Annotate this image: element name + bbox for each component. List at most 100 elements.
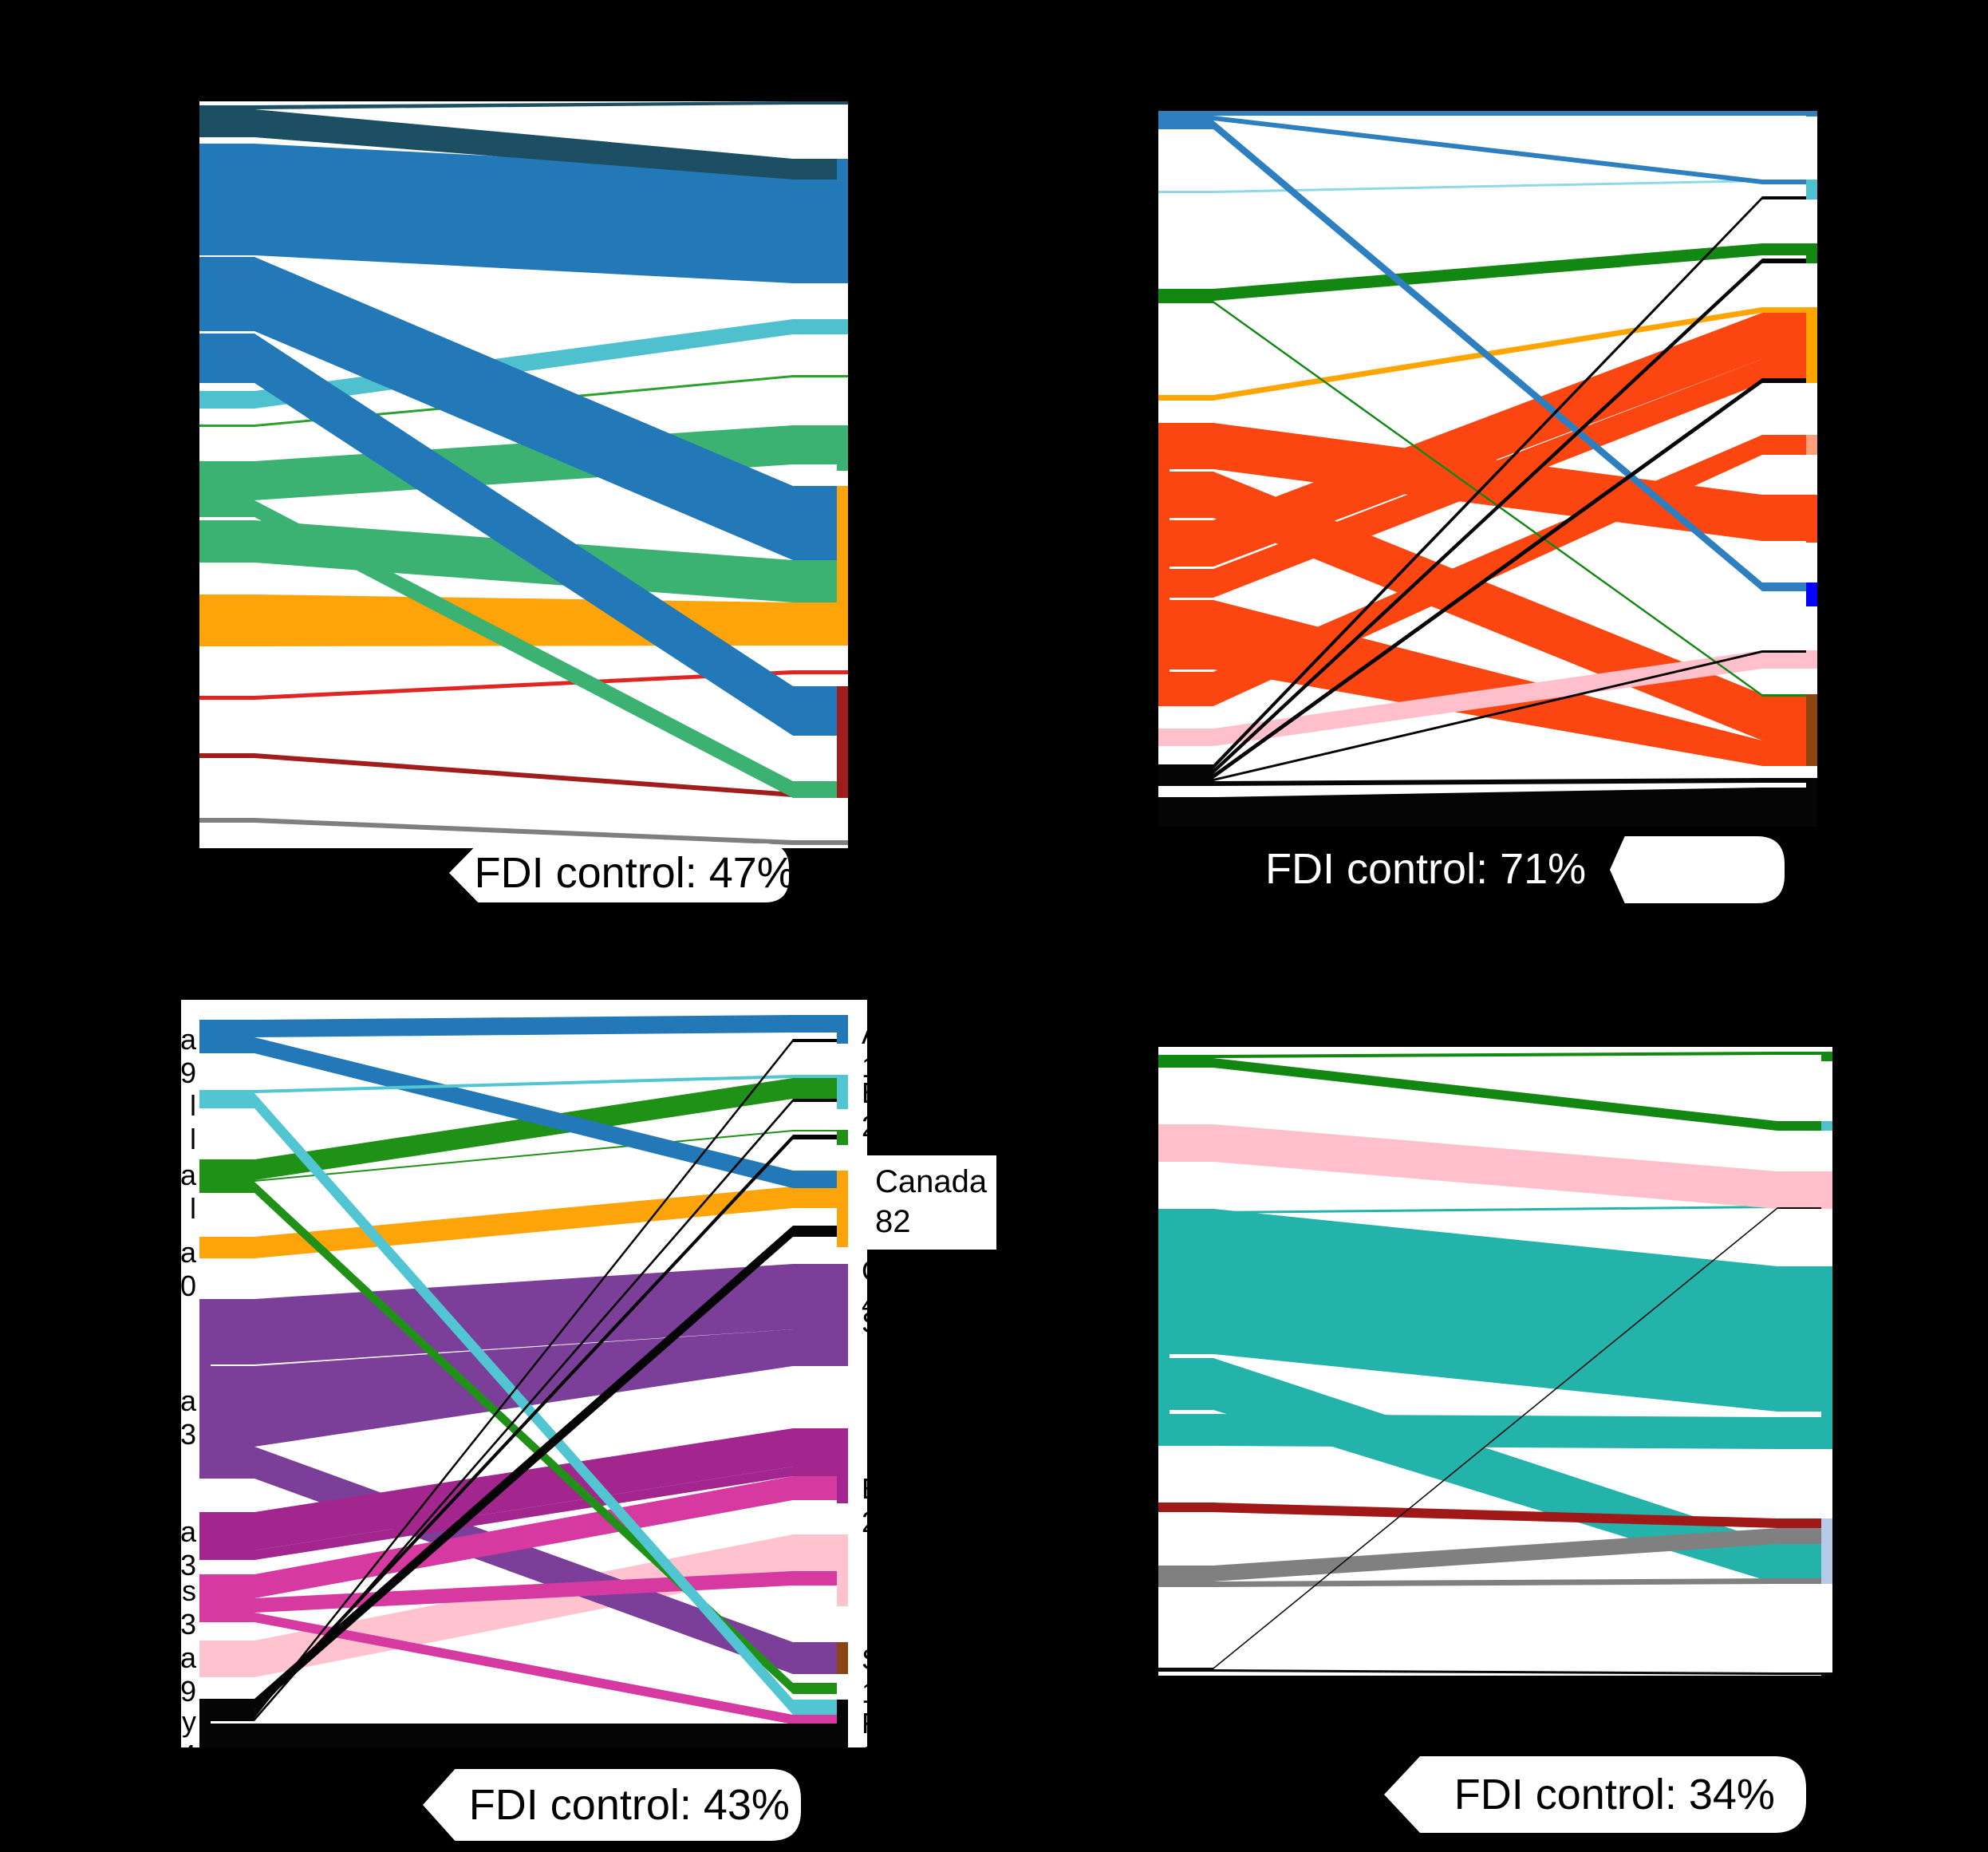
clipped-node-label-fragment: E <box>862 1472 882 1505</box>
sankey-flow <box>1170 650 1806 746</box>
clipped-node-label-fragment: 4 <box>862 1288 878 1321</box>
clipped-node-label-fragment: C <box>862 1254 882 1287</box>
sankey-node-left <box>199 1574 211 1622</box>
sankey-node-left <box>1158 191 1170 193</box>
sankey-node-right <box>837 1015 848 1044</box>
sankey-node-right <box>837 670 848 674</box>
sankey-node-left <box>199 1159 211 1182</box>
clipped-node-label-fragment: 0 <box>179 1270 196 1302</box>
clipped-node-label-fragment: a <box>179 1515 196 1548</box>
sankey-flow <box>1170 116 1806 184</box>
sankey-node-left <box>199 334 211 383</box>
clipped-node-label-fragment: S <box>862 1643 882 1676</box>
sankey-node-left <box>1158 423 1170 706</box>
sankey-node-right <box>837 1428 848 1503</box>
clipped-node-label-fragment: 3 <box>179 1608 196 1641</box>
sankey-flow <box>1170 1528 1821 1582</box>
clipped-node-label-fragment: 9 <box>179 1675 196 1708</box>
sankey-flow <box>1170 788 1806 827</box>
sankey-flow <box>211 1099 837 1721</box>
caption-arrow-shape <box>449 843 789 902</box>
sankey-flow <box>1170 1669 1821 1675</box>
sankey-node-left <box>199 144 211 255</box>
sankey-node-right <box>837 486 848 646</box>
sankey-flow <box>1170 435 1806 706</box>
sankey-node-left <box>1158 1668 1170 1672</box>
sankey-node-right <box>837 159 848 283</box>
sankey-node-right <box>1806 243 1817 263</box>
clipped-node-label-fragment: l <box>190 1192 196 1225</box>
clipped-node-label-fragment: a <box>179 1384 196 1417</box>
sankey-panel-top-left <box>199 101 848 848</box>
sankey-flow <box>211 334 837 736</box>
sankey-flow <box>211 594 837 646</box>
sankey-node-left <box>199 1299 211 1479</box>
caption-arrow-shape <box>423 1769 801 1841</box>
sankey-node-left <box>199 818 211 823</box>
caption-tag-shape <box>423 1769 801 1841</box>
sankey-node-right <box>837 840 848 845</box>
sankey-flow <box>211 1015 837 1037</box>
sankey-flow <box>211 1476 837 1598</box>
clipped-node-label-fragment: y <box>182 1705 196 1738</box>
sankey-node-left <box>199 1020 211 1037</box>
sankey-node-right <box>837 101 848 105</box>
sankey-flow <box>211 319 837 409</box>
sankey-flow <box>1170 650 1806 781</box>
sankey-panel-bottom-left <box>181 1000 867 1747</box>
clipped-node-label-fragment: S <box>862 1306 882 1339</box>
clipped-node-label-fragment: 2 <box>862 1506 878 1538</box>
clipped-node-label-fragment: A <box>862 1017 882 1050</box>
caption-arrow-shape <box>1384 1756 1806 1833</box>
annotation-country: Canada <box>875 1164 988 1199</box>
sankey-flow <box>211 1724 837 1747</box>
sankey-flow <box>211 109 837 180</box>
sankey-node-right <box>1806 694 1817 766</box>
annotation-value: 82 <box>875 1204 911 1239</box>
sankey-node-left <box>199 753 211 758</box>
clipped-node-label-fragment: 2 <box>862 1110 878 1143</box>
sankey-flow <box>211 1613 837 1724</box>
sankey-flow <box>1170 259 1806 774</box>
sankey-node-right <box>837 1075 848 1109</box>
clipped-node-label-fragment: l <box>190 1123 196 1155</box>
caption-arrow-shape <box>1610 836 1785 903</box>
sankey-node-left <box>199 594 211 646</box>
sankey-flow <box>1170 359 1806 598</box>
sankey-flow <box>1170 1578 1821 1587</box>
clipped-node-label-fragment: a <box>179 1641 196 1674</box>
sankey-node-right <box>837 319 848 334</box>
sankey-node-left <box>199 257 211 331</box>
sankey-node-left <box>199 461 211 517</box>
sankey-node-left <box>199 1090 211 1108</box>
sankey-panel-top-right <box>1158 111 1817 827</box>
sankey-node-right <box>1806 495 1817 543</box>
sankey-node-left <box>1158 111 1170 129</box>
sankey-node-left <box>1158 1566 1170 1587</box>
sankey-flow <box>211 1037 837 1188</box>
sankey-flow <box>211 257 837 560</box>
sankey-node-right <box>1806 180 1817 199</box>
clipped-node-label-fragment: 9 <box>179 1056 196 1089</box>
sankey-node-left <box>1158 1503 1170 1512</box>
sankey-flow <box>1170 1207 1821 1669</box>
fdi-caption-text: FDI control: 47% <box>474 849 795 897</box>
sankey-node-right <box>837 1130 848 1145</box>
sankey-node-right <box>1806 435 1817 455</box>
sankey-flow <box>1170 1124 1821 1209</box>
sankey-flow <box>211 818 837 845</box>
sankey-flow <box>1170 180 1806 193</box>
caption-tag-shape <box>449 843 789 902</box>
sankey-node-left <box>1158 1124 1170 1162</box>
sankey-flow <box>1170 243 1806 301</box>
sankey-node-right <box>837 1700 848 1747</box>
clipped-node-label-fragment: 3 <box>862 1740 878 1773</box>
sankey-flow <box>1170 196 1806 769</box>
clipped-node-label-fragment: 1 <box>862 1051 878 1084</box>
sankey-node-right <box>1806 582 1817 606</box>
sankey-flow <box>211 670 837 700</box>
clipped-node-label-fragment: l <box>190 1089 196 1122</box>
sankey-node-right <box>837 1642 848 1674</box>
sankey-node-left <box>199 1699 211 1747</box>
